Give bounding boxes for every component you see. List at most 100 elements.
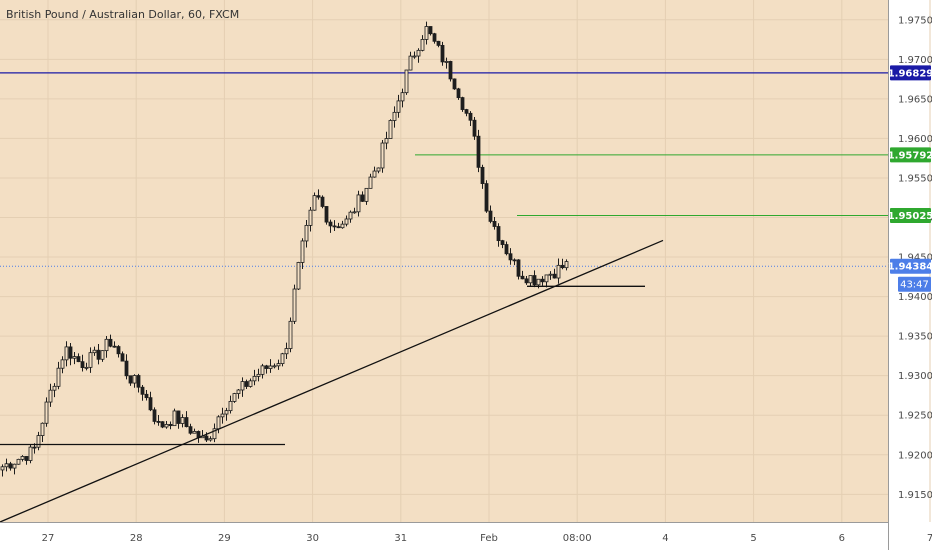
candle-body — [28, 446, 33, 461]
candle-body — [464, 109, 469, 114]
candle-body — [552, 273, 557, 279]
candle-body — [504, 244, 509, 255]
price-tags: 1.96829 1.95792 1.95025 1.94384 43:47 — [888, 65, 932, 292]
time-tick-label: 31 — [394, 533, 407, 544]
candle-body — [364, 187, 369, 202]
candlesticks — [0, 21, 569, 477]
candle-body — [188, 426, 193, 434]
candle-body — [128, 375, 133, 384]
candle-body — [180, 417, 185, 424]
candle-body — [20, 456, 25, 460]
candle-body — [432, 33, 437, 42]
candle-body — [520, 275, 525, 280]
candle-body — [84, 366, 89, 369]
candle-body — [524, 278, 529, 284]
ascending-trendline — [0, 239, 664, 523]
grid-lines — [0, 0, 931, 522]
candle-body — [404, 69, 409, 94]
candle-body — [536, 278, 541, 286]
candle-body — [36, 435, 41, 448]
candle-body — [492, 220, 497, 227]
candle-body — [124, 360, 129, 377]
candle-body — [232, 393, 237, 402]
price-tick-label: 1.92500 — [898, 411, 932, 422]
candle-body — [452, 78, 457, 90]
price-tick-label: 1.91500 — [898, 490, 932, 501]
candle-body — [356, 194, 361, 213]
candle-body — [148, 397, 153, 411]
time-tick-label: 29 — [218, 533, 231, 544]
candle-body — [192, 431, 197, 434]
candle-body — [212, 428, 217, 440]
candle-body — [8, 463, 13, 469]
candle-body — [16, 458, 21, 465]
time-tick-label: 6 — [839, 533, 845, 544]
candle-body — [428, 26, 433, 35]
time-axis[interactable]: 27 28 29 30 31 Feb 08:00 4 5 6 7 — [42, 533, 932, 544]
candle-body — [564, 261, 569, 269]
candle-body — [156, 421, 161, 423]
candle-body — [32, 446, 37, 449]
candle-body — [292, 288, 297, 322]
candle-body — [184, 417, 189, 428]
price-tag — [890, 258, 931, 274]
countdown-label: 43:47 — [900, 280, 929, 291]
candle-body — [264, 365, 269, 369]
price-tag-label: 1.95025 — [888, 211, 932, 222]
price-tag-label: 1.94384 — [888, 262, 932, 273]
candle-body — [412, 55, 417, 58]
candle-body — [368, 176, 373, 189]
candle-body — [48, 389, 53, 403]
candle-body — [556, 264, 561, 279]
candle-body — [108, 338, 113, 347]
candle-body — [100, 350, 105, 360]
candle-body — [344, 218, 349, 225]
price-tick-label: 1.97500 — [898, 15, 932, 26]
candle-body — [316, 195, 321, 198]
candle-body — [252, 375, 257, 382]
candle-body — [68, 346, 73, 359]
candle-body — [280, 353, 285, 364]
candle-body — [560, 264, 565, 269]
candle-body — [56, 367, 61, 387]
candle-body — [72, 356, 77, 359]
candle-body — [372, 170, 377, 178]
candle-body — [96, 349, 101, 360]
price-tag-label: 1.96829 — [888, 68, 932, 79]
candle-body — [332, 225, 337, 228]
time-tick-label: 7 — [927, 533, 932, 544]
candle-body — [0, 466, 5, 471]
candle-body — [256, 373, 261, 377]
price-axis-background — [888, 0, 932, 550]
candle-body — [324, 206, 329, 223]
candle-body — [468, 112, 473, 121]
candle-body — [236, 389, 241, 394]
candle-body — [336, 226, 341, 229]
candle-body — [388, 120, 393, 139]
candle-body — [284, 348, 289, 355]
candle-body — [244, 381, 249, 387]
candle-body — [304, 224, 309, 242]
candle-body — [508, 253, 513, 261]
candle-body — [116, 346, 121, 355]
candle-body — [484, 183, 489, 212]
candle-body — [40, 422, 45, 436]
candle-body — [380, 142, 385, 169]
candle-body — [460, 97, 465, 110]
candle-body — [548, 273, 553, 276]
price-tick-label: 1.94500 — [898, 253, 932, 264]
candle-body — [152, 409, 157, 422]
candle-body — [544, 274, 549, 283]
candle-body — [44, 401, 49, 424]
candle-body — [384, 138, 389, 144]
price-tick-label: 1.96000 — [898, 134, 932, 145]
candle-body — [204, 435, 209, 441]
candle-body — [440, 44, 445, 63]
candle-body — [276, 363, 281, 367]
candle-body — [540, 278, 545, 283]
price-tick-label: 1.93500 — [898, 332, 932, 343]
candle-body — [216, 416, 221, 430]
candle-body — [240, 381, 245, 391]
candle-body — [420, 39, 425, 51]
